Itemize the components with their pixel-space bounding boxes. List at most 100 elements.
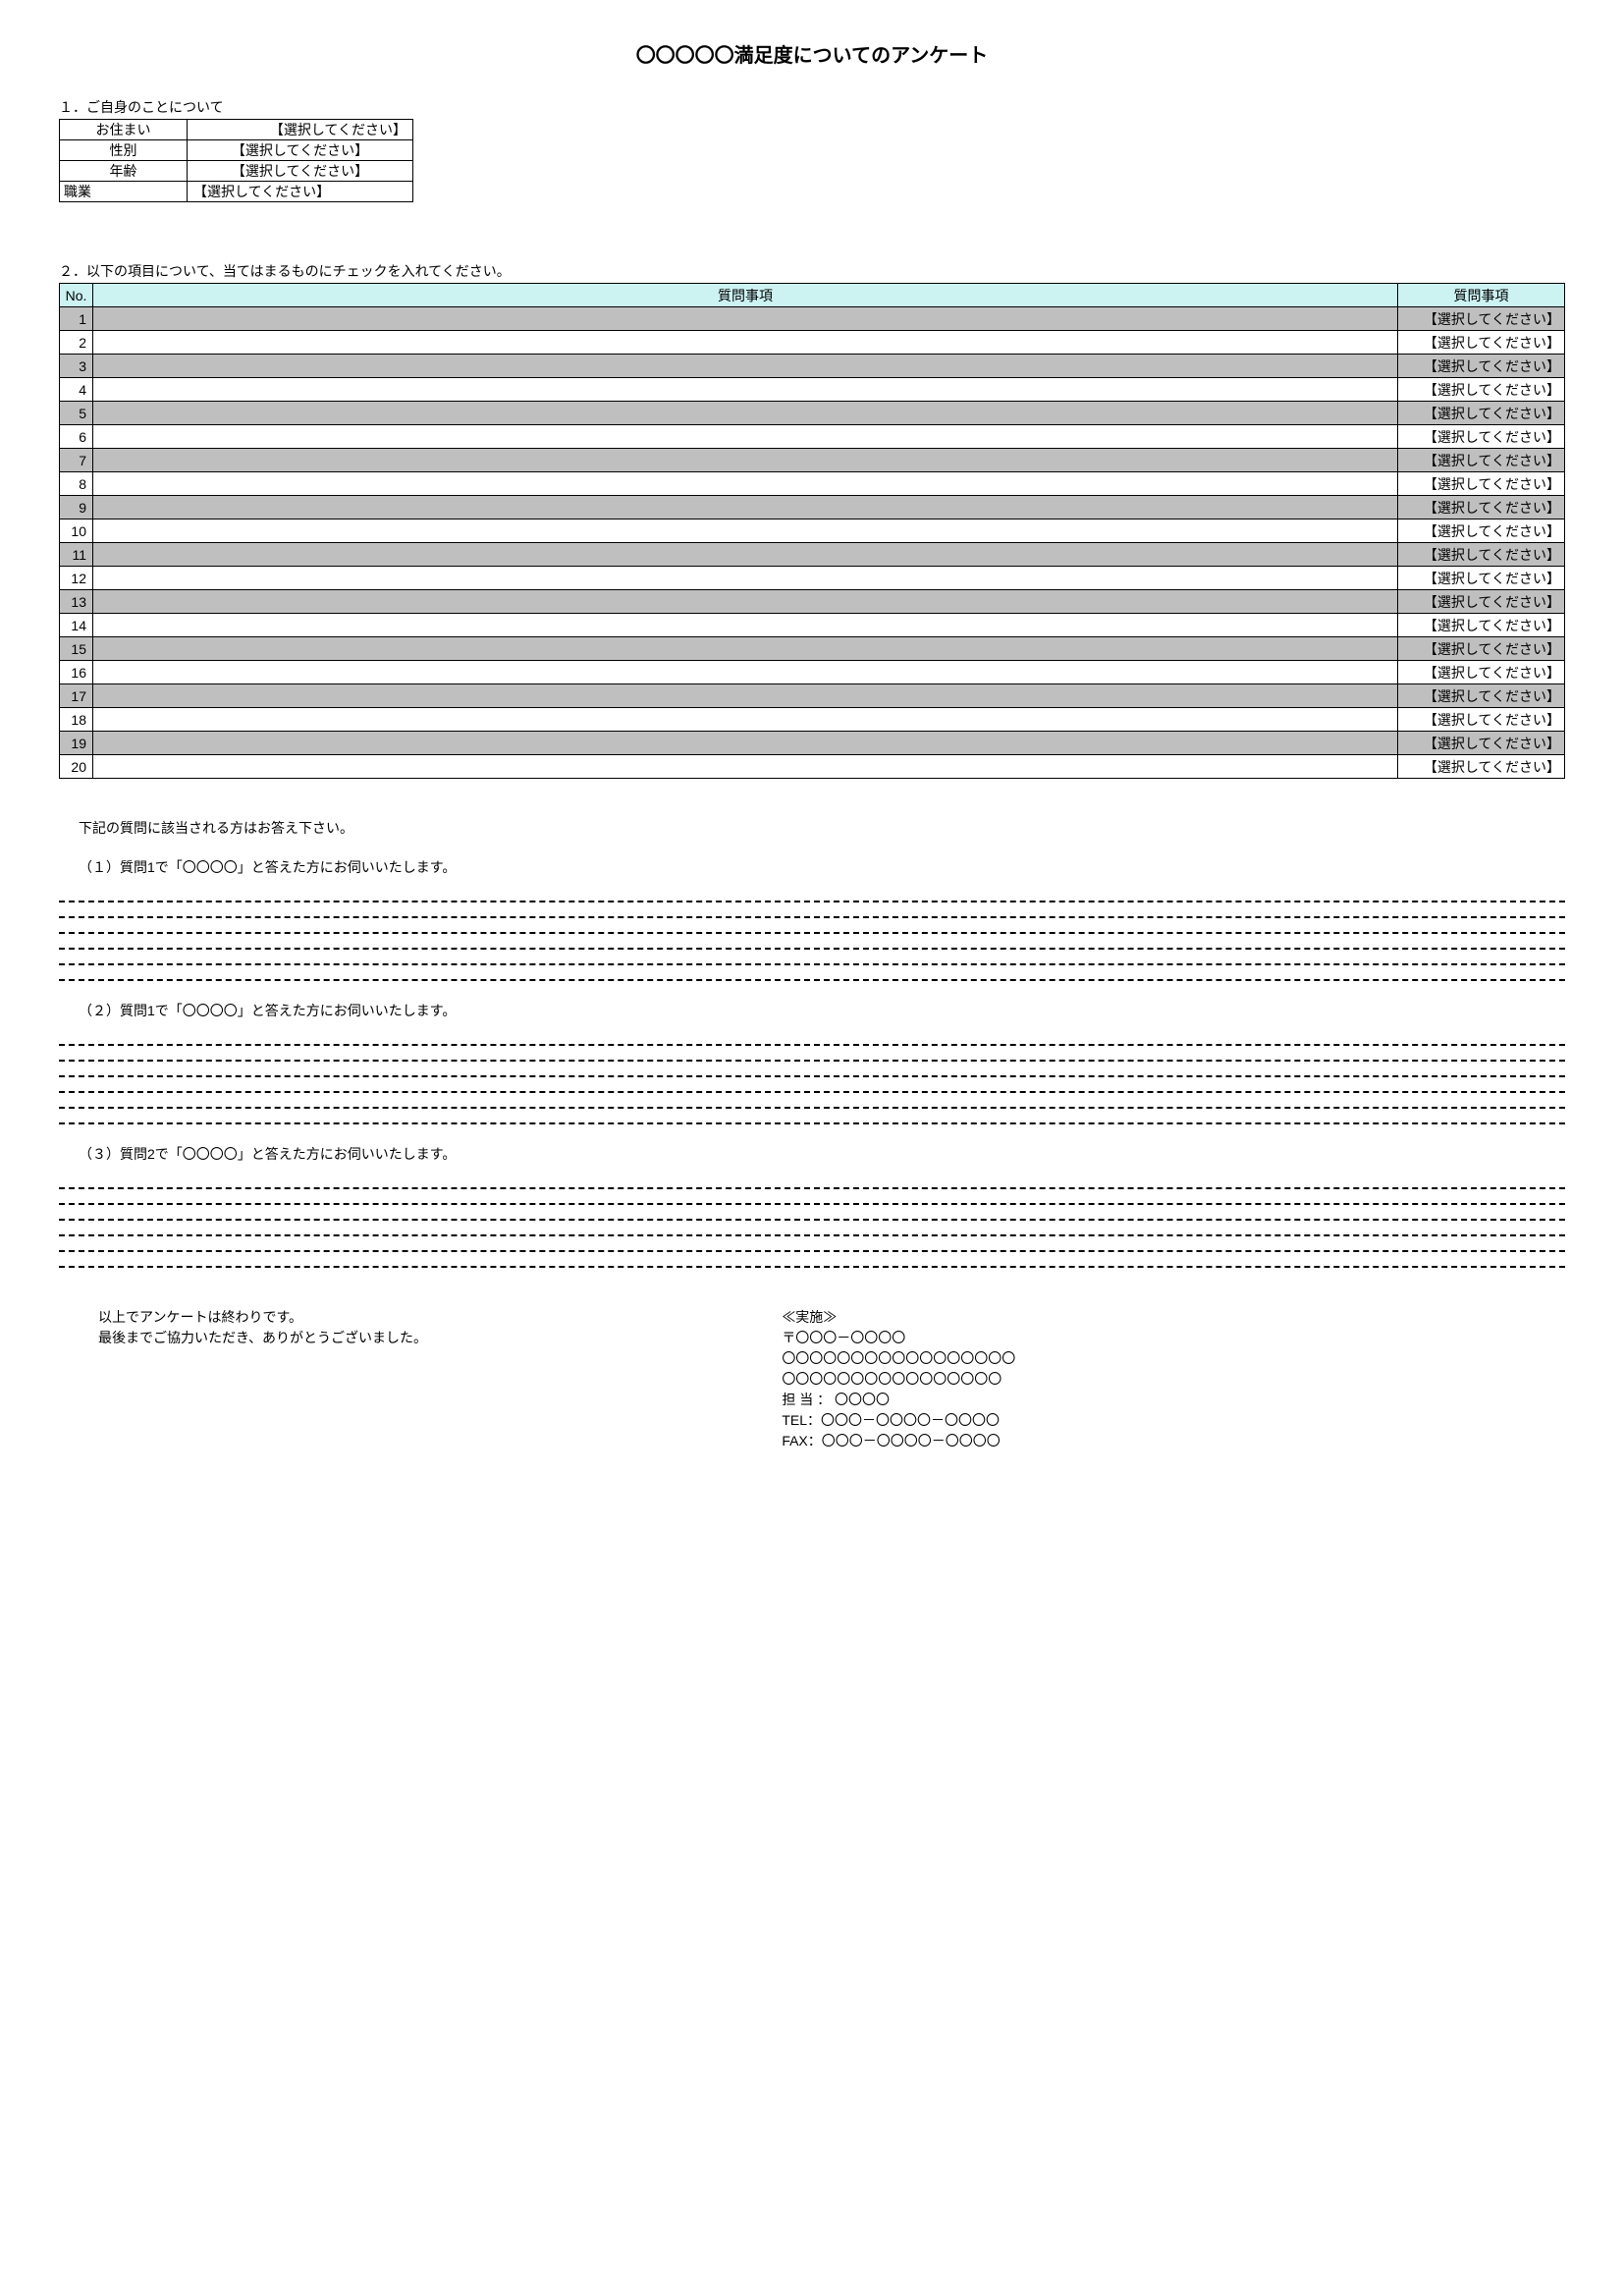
table-row: 20 【選択してください】 bbox=[60, 755, 1565, 779]
followup-q1: （１）質問1で「〇〇〇〇」と答えた方にお伺いいたします。 bbox=[79, 857, 1565, 877]
write-line[interactable] bbox=[59, 1093, 1565, 1109]
question-cell bbox=[93, 472, 1398, 496]
contact-line: 〒〇〇〇－〇〇〇〇 bbox=[782, 1328, 1565, 1348]
write-line[interactable] bbox=[59, 1109, 1565, 1124]
answer-select[interactable]: 【選択してください】 bbox=[1398, 567, 1565, 590]
footer-left: 以上でアンケートは終わりです。 最後までご協力いただき、ありがとうございました。 bbox=[59, 1307, 782, 1451]
answer-select[interactable]: 【選択してください】 bbox=[1398, 425, 1565, 449]
section1-label: １．ご自身のことについて bbox=[59, 97, 1565, 117]
question-cell bbox=[93, 355, 1398, 378]
contact-line: 〇〇〇〇〇〇〇〇〇〇〇〇〇〇〇〇 bbox=[782, 1369, 1565, 1390]
row-number: 12 bbox=[60, 567, 93, 590]
row-number: 9 bbox=[60, 496, 93, 519]
contact-line: 〇〇〇〇〇〇〇〇〇〇〇〇〇〇〇〇〇 bbox=[782, 1348, 1565, 1369]
question-cell bbox=[93, 590, 1398, 614]
contact-line: FAX：〇〇〇－〇〇〇〇－〇〇〇〇 bbox=[782, 1431, 1565, 1451]
personal-select[interactable]: 【選択してください】 bbox=[188, 161, 413, 182]
answer-select[interactable]: 【選択してください】 bbox=[1398, 331, 1565, 355]
table-row: 7【選択してください】 bbox=[60, 449, 1565, 472]
write-line[interactable] bbox=[59, 918, 1565, 934]
row-number: 3 bbox=[60, 355, 93, 378]
followup-intro: 下記の質問に該当される方はお答え下さい。 bbox=[79, 818, 1565, 838]
write-line[interactable] bbox=[59, 934, 1565, 950]
answer-select[interactable]: 【選択してください】 bbox=[1398, 684, 1565, 708]
answer-select[interactable]: 【選択してください】 bbox=[1398, 732, 1565, 755]
write-line[interactable] bbox=[59, 1252, 1565, 1268]
table-row: 14 【選択してください】 bbox=[60, 614, 1565, 637]
table-row: 9 【選択してください】 bbox=[60, 496, 1565, 519]
answer-select[interactable]: 【選択してください】 bbox=[1398, 449, 1565, 472]
row-number: 19 bbox=[60, 732, 93, 755]
answer-select[interactable]: 【選択してください】 bbox=[1398, 614, 1565, 637]
question-cell bbox=[93, 496, 1398, 519]
question-cell bbox=[93, 378, 1398, 402]
answer-select[interactable]: 【選択してください】 bbox=[1398, 402, 1565, 425]
row-number: 8 bbox=[60, 472, 93, 496]
answer-select[interactable]: 【選択してください】 bbox=[1398, 355, 1565, 378]
write-line[interactable] bbox=[59, 1030, 1565, 1046]
answer-select[interactable]: 【選択してください】 bbox=[1398, 472, 1565, 496]
personal-label-job: 職業 bbox=[60, 182, 188, 202]
answer-select[interactable]: 【選択してください】 bbox=[1398, 637, 1565, 661]
question-cell bbox=[93, 519, 1398, 543]
answer-select[interactable]: 【選択してください】 bbox=[1398, 543, 1565, 567]
table-row: 11 【選択してください】 bbox=[60, 543, 1565, 567]
table-row: 2【選択してください】 bbox=[60, 331, 1565, 355]
row-number: 6 bbox=[60, 425, 93, 449]
write-line[interactable] bbox=[59, 1221, 1565, 1236]
table-row: 10【選択してください】 bbox=[60, 519, 1565, 543]
row-number: 13 bbox=[60, 590, 93, 614]
question-cell bbox=[93, 614, 1398, 637]
row-number: 4 bbox=[60, 378, 93, 402]
table-row: 12 【選択してください】 bbox=[60, 567, 1565, 590]
table-row: 8 【選択してください】 bbox=[60, 472, 1565, 496]
row-number: 20 bbox=[60, 755, 93, 779]
row-number: 17 bbox=[60, 684, 93, 708]
answer-select[interactable]: 【選択してください】 bbox=[1398, 755, 1565, 779]
answer-area-1[interactable] bbox=[59, 887, 1565, 981]
answer-select[interactable]: 【選択してください】 bbox=[1398, 378, 1565, 402]
personal-select[interactable]: 【選択してください】 bbox=[188, 120, 413, 140]
closing-line-2: 最後までご協力いただき、ありがとうございました。 bbox=[98, 1328, 782, 1348]
write-line[interactable] bbox=[59, 1236, 1565, 1252]
personal-select-job[interactable]: 【選択してください】 bbox=[188, 182, 413, 202]
answer-select[interactable]: 【選択してください】 bbox=[1398, 496, 1565, 519]
answer-area-3[interactable] bbox=[59, 1174, 1565, 1268]
answer-select[interactable]: 【選択してください】 bbox=[1398, 590, 1565, 614]
followup-q3: （３）質問2で「〇〇〇〇」と答えた方にお伺いいたします。 bbox=[79, 1144, 1565, 1164]
answer-select[interactable]: 【選択してください】 bbox=[1398, 307, 1565, 331]
write-line[interactable] bbox=[59, 1205, 1565, 1221]
table-row: 6 【選択してください】 bbox=[60, 425, 1565, 449]
answer-select[interactable]: 【選択してください】 bbox=[1398, 708, 1565, 732]
personal-label: 年齢 bbox=[60, 161, 188, 182]
page-title: 〇〇〇〇〇満足度についてのアンケート bbox=[59, 39, 1565, 68]
write-line[interactable] bbox=[59, 1189, 1565, 1205]
personal-info-table: お住まい【選択してください】性別【選択してください】年齢【選択してください】職業… bbox=[59, 119, 413, 202]
row-number: 14 bbox=[60, 614, 93, 637]
table-row: 13 【選択してください】 bbox=[60, 590, 1565, 614]
col-header-answer: 質問事項 bbox=[1398, 284, 1565, 307]
answer-select[interactable]: 【選択してください】 bbox=[1398, 661, 1565, 684]
write-line[interactable] bbox=[59, 887, 1565, 902]
row-number: 11 bbox=[60, 543, 93, 567]
table-row: 3 【選択してください】 bbox=[60, 355, 1565, 378]
write-line[interactable] bbox=[59, 1046, 1565, 1062]
answer-select[interactable]: 【選択してください】 bbox=[1398, 519, 1565, 543]
write-line[interactable] bbox=[59, 1077, 1565, 1093]
followup-q2: （２）質問1で「〇〇〇〇」と答えた方にお伺いいたします。 bbox=[79, 1001, 1565, 1020]
write-line[interactable] bbox=[59, 965, 1565, 981]
write-line[interactable] bbox=[59, 1062, 1565, 1077]
personal-select[interactable]: 【選択してください】 bbox=[188, 140, 413, 161]
question-table: No. 質問事項 質問事項 1【選択してください】2【選択してください】3【選択… bbox=[59, 283, 1565, 779]
write-line[interactable] bbox=[59, 902, 1565, 918]
answer-area-2[interactable] bbox=[59, 1030, 1565, 1124]
table-row: 4 【選択してください】 bbox=[60, 378, 1565, 402]
personal-label: お住まい bbox=[60, 120, 188, 140]
closing-line-1: 以上でアンケートは終わりです。 bbox=[98, 1307, 782, 1328]
question-cell bbox=[93, 708, 1398, 732]
question-cell bbox=[93, 637, 1398, 661]
write-line[interactable] bbox=[59, 950, 1565, 965]
contact-line: 担 当 ： 〇〇〇〇 bbox=[782, 1390, 1565, 1410]
write-line[interactable] bbox=[59, 1174, 1565, 1189]
table-row: 1【選択してください】 bbox=[60, 307, 1565, 331]
